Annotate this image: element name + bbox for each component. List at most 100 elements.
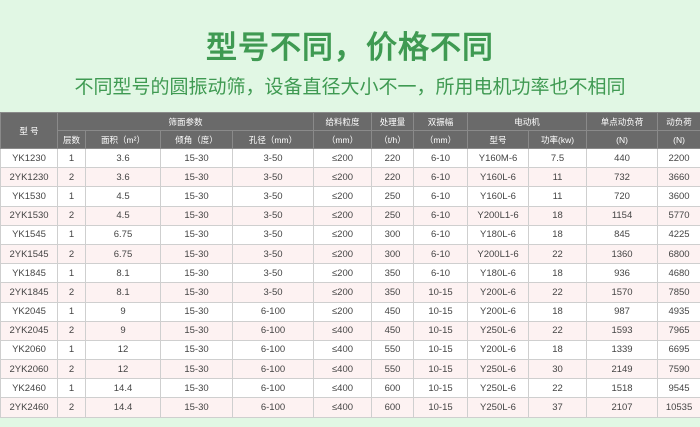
table-row: YK2045 1 9 15-30 6-100 ≤200 450 10-15 Y200L-6 18 9… [0, 301, 700, 322]
table-cell: 550 [371, 359, 415, 380]
table-cell: 15-30 [160, 320, 233, 341]
table-cell: 15-30 [160, 378, 233, 399]
table-cell: 15-30 [160, 397, 233, 418]
table-cell: 15-30 [160, 301, 233, 322]
table-cell: ≤200 [313, 147, 373, 169]
page-subtitle: 不同型号的圆振动筛，设备直径大小不一，所用电机功率也不相同 [74, 76, 626, 98]
table-cell: 22 [528, 243, 588, 265]
table-cell: 450 [371, 301, 415, 322]
table-row: YK1845 1 8.1 15-30 3-50 ≤200 350 6-10 Y180L-6 18 9… [0, 263, 700, 284]
table-cell: 4.5 [85, 205, 161, 226]
table-cell: 1154 [586, 205, 659, 226]
header-dyn-load: 动负荷 [657, 112, 700, 131]
table-cell: 30 [528, 359, 588, 380]
table-cell: 2YK1545 [0, 243, 58, 265]
table-cell: Y160L-6 [467, 167, 530, 188]
table-cell: Y200L-6 [467, 301, 530, 322]
table-cell: ≤200 [313, 205, 373, 226]
table-cell: ≤200 [313, 263, 373, 284]
table-cell: 3-50 [231, 224, 315, 245]
table-cell: 10-15 [413, 339, 469, 361]
table-cell: 300 [371, 224, 415, 245]
table-cell: 18 [528, 301, 588, 322]
table-cell: 10-15 [413, 397, 469, 418]
table-cell: 6-10 [413, 186, 469, 207]
table-cell: 6695 [657, 339, 700, 361]
table-cell: 15-30 [160, 282, 233, 303]
table-cell: 1 [57, 224, 86, 245]
table-cell: ≤400 [313, 378, 373, 399]
table-cell: 7850 [657, 282, 700, 303]
table-cell: Y200L1-6 [467, 205, 530, 226]
header-motor: 电动机 [467, 112, 588, 131]
table-cell: 3-50 [231, 147, 315, 169]
table-cell: 6-100 [231, 339, 315, 361]
table-cell: 14.4 [85, 378, 161, 399]
header-amplitude: 双振幅 [413, 112, 469, 131]
table-row: YK1530 1 4.5 15-30 3-50 ≤200 250 6-10 Y160L-6 11 7… [0, 186, 700, 207]
table-cell: 9 [85, 301, 161, 322]
table-cell: 1593 [586, 320, 659, 341]
table-cell: 250 [371, 186, 415, 207]
table-cell: 440 [586, 147, 659, 169]
header-capacity: 处理量 [371, 112, 415, 131]
table-cell: 600 [371, 397, 415, 418]
table-cell: 8.1 [85, 282, 161, 303]
table-cell: 1360 [586, 243, 659, 265]
table-cell: ≤200 [313, 167, 373, 188]
table-cell: 2YK2460 [0, 397, 58, 418]
header-point-load: 单点动负荷 [586, 112, 659, 131]
table-cell: 22 [528, 282, 588, 303]
table-cell: 6-10 [413, 147, 469, 169]
table-cell: 250 [371, 205, 415, 226]
table-cell: 350 [371, 282, 415, 303]
table-cell: Y250L-6 [467, 397, 530, 418]
header-model: 型 号 [0, 112, 58, 149]
table-cell: 2 [57, 243, 86, 265]
table-cell: 6-100 [231, 359, 315, 380]
table-cell: 732 [586, 167, 659, 188]
table-cell: 2YK1230 [0, 167, 58, 188]
table-cell: 2149 [586, 359, 659, 380]
table-cell: Y200L-6 [467, 339, 530, 361]
header-amplitude-unit: （mm） [413, 130, 469, 149]
table-cell: ≤400 [313, 359, 373, 380]
table-cell: 2107 [586, 397, 659, 418]
table-cell: 8.1 [85, 263, 161, 284]
header-capacity-unit: （t/h） [371, 130, 415, 149]
table-cell: Y200L1-6 [467, 243, 530, 265]
table-cell: Y250L-6 [467, 320, 530, 341]
table-cell: Y180L-6 [467, 263, 530, 284]
table-row: 2YK2045 2 9 15-30 6-100 ≤400 450 10-15 Y250L-6 22… [0, 320, 700, 341]
table-cell: YK2460 [0, 378, 58, 399]
table-cell: 15-30 [160, 243, 233, 265]
table-row: YK2060 1 12 15-30 6-100 ≤400 550 10-15 Y200L-6 18… [0, 339, 700, 361]
table-cell: Y160M-6 [467, 147, 530, 169]
table-cell: 6-10 [413, 205, 469, 226]
table-cell: ≤200 [313, 282, 373, 303]
table-cell: ≤200 [313, 224, 373, 245]
table-cell: 1 [57, 378, 86, 399]
table-cell: 936 [586, 263, 659, 284]
table-cell: 6-10 [413, 224, 469, 245]
table-row: 2YK1530 2 4.5 15-30 3-50 ≤200 250 6-10 Y200L1-6 1… [0, 205, 700, 226]
table-cell: YK2060 [0, 339, 58, 361]
table-cell: Y200L-6 [467, 282, 530, 303]
table-cell: 1518 [586, 378, 659, 399]
table-row: 2YK2060 2 12 15-30 6-100 ≤400 550 10-15 Y250L-6 3… [0, 359, 700, 380]
table-cell: Y250L-6 [467, 378, 530, 399]
table-cell: 220 [371, 147, 415, 169]
table-cell: 15-30 [160, 167, 233, 188]
header-dyn-load-unit: (N) [657, 130, 700, 149]
header-aperture: 孔径（mm） [231, 130, 315, 149]
table-cell: 720 [586, 186, 659, 207]
table-cell: 5770 [657, 205, 700, 226]
table-cell: 3660 [657, 167, 700, 188]
table-cell: 15-30 [160, 263, 233, 284]
table-cell: 6-10 [413, 263, 469, 284]
table-cell: 3-50 [231, 243, 315, 265]
table-cell: 1 [57, 186, 86, 207]
table-cell: ≤200 [313, 186, 373, 207]
table-cell: 2YK1530 [0, 205, 58, 226]
table-cell: 6-100 [231, 301, 315, 322]
